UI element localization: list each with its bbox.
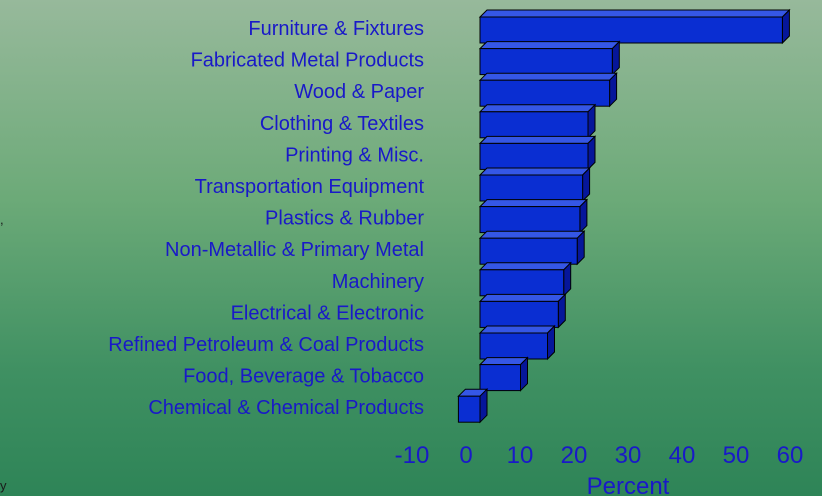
bar-top-face <box>478 293 567 302</box>
bar <box>478 8 791 45</box>
bar-top-face <box>478 325 556 334</box>
bar-top-face <box>478 357 529 366</box>
category-label: Printing & Misc. <box>285 144 424 166</box>
bar-front-face <box>479 237 578 265</box>
bar <box>478 40 621 76</box>
bar-top-face <box>478 199 589 208</box>
category-label: Transportation Equipment <box>195 176 425 198</box>
bar-top-face <box>478 104 597 113</box>
bar <box>478 166 591 203</box>
bar-front-face <box>479 111 589 139</box>
category-label: Fabricated Metal Products <box>191 50 424 72</box>
x-tick-label: 20 <box>561 442 588 469</box>
bar-front-face <box>479 300 559 328</box>
category-label: Plastics & Rubber <box>265 208 424 230</box>
category-label: Refined Petroleum & Coal Products <box>108 334 424 356</box>
bar <box>478 103 597 140</box>
x-tick-label: 40 <box>669 442 696 469</box>
bar-top-face <box>478 230 586 239</box>
bar-top-face <box>478 41 621 50</box>
bar-front-face <box>479 269 565 297</box>
bar <box>478 261 572 298</box>
category-label: Non-Metallic & Primary Metal <box>165 239 424 261</box>
category-label: Furniture & Fixtures <box>248 18 424 40</box>
x-tick-label: 30 <box>615 442 642 469</box>
bar-top-face <box>478 9 791 18</box>
bars-layer <box>457 8 791 424</box>
bar-front-face <box>479 79 611 107</box>
edge-mark-top: , <box>0 212 4 227</box>
bar-top-face <box>478 72 618 81</box>
bar-top-face <box>478 135 597 144</box>
bar <box>478 293 567 329</box>
x-tick-label: 10 <box>507 442 534 469</box>
bar <box>478 198 589 234</box>
category-label: Clothing & Textiles <box>260 113 424 135</box>
bar-front-face <box>479 206 581 234</box>
bar-front-face <box>479 174 584 202</box>
edge-mark-bottom: y <box>0 478 7 493</box>
bar-front-face <box>457 395 481 423</box>
bar-front-face <box>479 142 589 170</box>
bar-front-face <box>479 364 521 392</box>
category-labels: Furniture & Fixtures Fabricated Metal Pro… <box>108 18 424 419</box>
bar-front-face <box>479 332 548 360</box>
x-tick-label: 0 <box>459 442 472 469</box>
x-tick-labels: -10 0 10 20 30 40 50 60 <box>395 442 804 469</box>
x-tick-label: 60 <box>777 442 804 469</box>
bar <box>478 71 618 108</box>
x-axis-title: Percent <box>587 473 670 496</box>
bar-top-face <box>478 167 591 176</box>
category-label: Wood & Paper <box>294 81 424 103</box>
bar <box>478 229 586 266</box>
x-tick-label: 50 <box>723 442 750 469</box>
bar <box>478 135 597 171</box>
category-label: Chemical & Chemical Products <box>148 397 424 419</box>
category-label: Electrical & Electronic <box>231 302 424 324</box>
bar <box>457 387 489 424</box>
bar-front-face <box>479 48 613 76</box>
bar-top-face <box>478 262 572 271</box>
bar <box>478 356 529 392</box>
category-label: Food, Beverage & Tobacco <box>183 366 424 388</box>
category-label: Machinery <box>332 271 424 293</box>
x-tick-label: -10 <box>395 442 430 469</box>
bar-front-face <box>479 16 783 44</box>
bar <box>478 324 556 361</box>
